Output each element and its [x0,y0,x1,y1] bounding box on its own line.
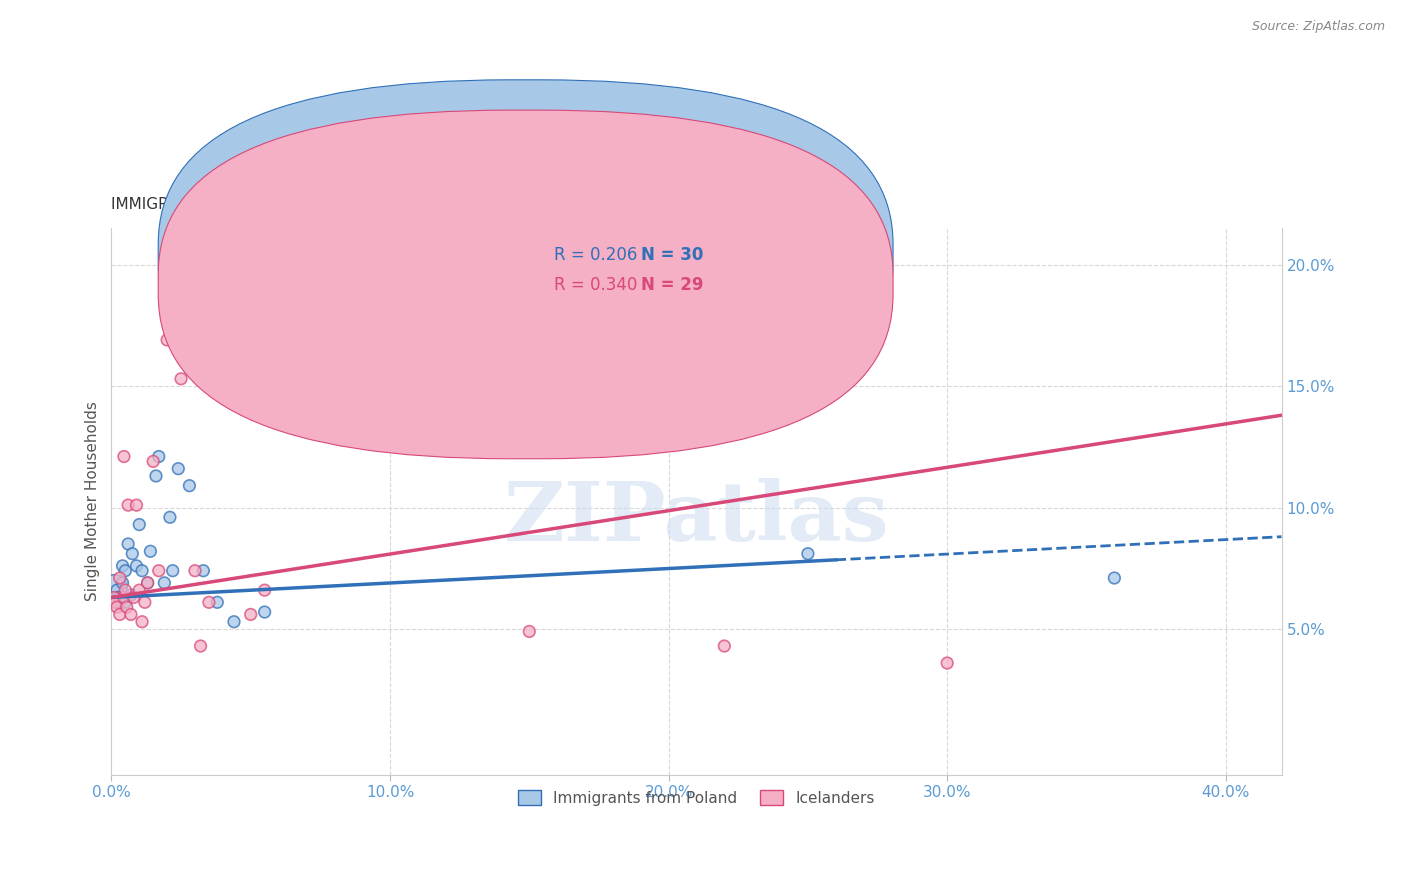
Point [148,564,170,578]
Text: Source: ZipAtlas.com: Source: ZipAtlas.com [1251,20,1385,33]
Point [128,583,150,598]
Point [253,583,276,598]
Point [112,450,135,464]
Legend: Immigrants from Poland, Icelanders: Immigrants from Poland, Icelanders [512,784,882,812]
Point [184,564,207,578]
Point [145,469,167,483]
Point [131,615,153,629]
Point [104,595,127,609]
Point [131,564,153,578]
Point [108,607,131,622]
Point [111,575,134,590]
Point [239,607,262,622]
Point [253,605,276,619]
Point [121,547,143,561]
Point [136,575,159,590]
FancyBboxPatch shape [489,237,846,308]
Text: IMMIGRANTS FROM POLAND VS ICELANDER SINGLE MOTHER HOUSEHOLDS CORRELATION CHART: IMMIGRANTS FROM POLAND VS ICELANDER SING… [111,197,859,211]
Point [108,591,131,605]
Point [120,607,142,622]
FancyBboxPatch shape [159,110,893,458]
Point [156,333,179,347]
Text: N = 29: N = 29 [641,277,704,294]
Point [139,544,162,558]
Point [103,591,125,605]
Point [222,615,245,629]
Point [115,600,138,615]
Point [125,558,148,573]
Text: ZIPatlas: ZIPatlas [503,478,889,558]
Point [103,581,125,595]
Point [190,639,212,653]
Point [153,575,176,590]
Point [128,517,150,532]
Text: N = 30: N = 30 [641,246,704,264]
Point [107,591,129,605]
Point [108,595,131,609]
Point [159,510,181,524]
Point [162,564,184,578]
Point [198,595,221,609]
Point [122,591,145,605]
Y-axis label: Single Mother Households: Single Mother Households [86,401,100,601]
Point [114,583,136,598]
Point [142,454,165,468]
Point [167,461,190,475]
Point [797,547,820,561]
Point [114,564,136,578]
Point [1104,571,1126,585]
Point [112,591,135,605]
Point [114,595,136,609]
FancyBboxPatch shape [159,79,893,428]
Text: R = 0.206: R = 0.206 [554,246,637,264]
Point [117,537,139,551]
Point [105,600,128,615]
Point [136,575,159,590]
Point [120,588,142,602]
Point [148,450,170,464]
Point [170,372,193,386]
Point [517,624,540,639]
Text: R = 0.340: R = 0.340 [554,277,637,294]
Point [125,498,148,512]
Point [207,595,229,609]
Point [105,583,128,598]
Point [134,595,156,609]
Point [111,558,134,573]
Point [713,639,735,653]
Point [117,498,139,512]
Point [179,478,201,492]
Point [108,571,131,585]
Point [936,656,959,670]
Point [193,564,215,578]
